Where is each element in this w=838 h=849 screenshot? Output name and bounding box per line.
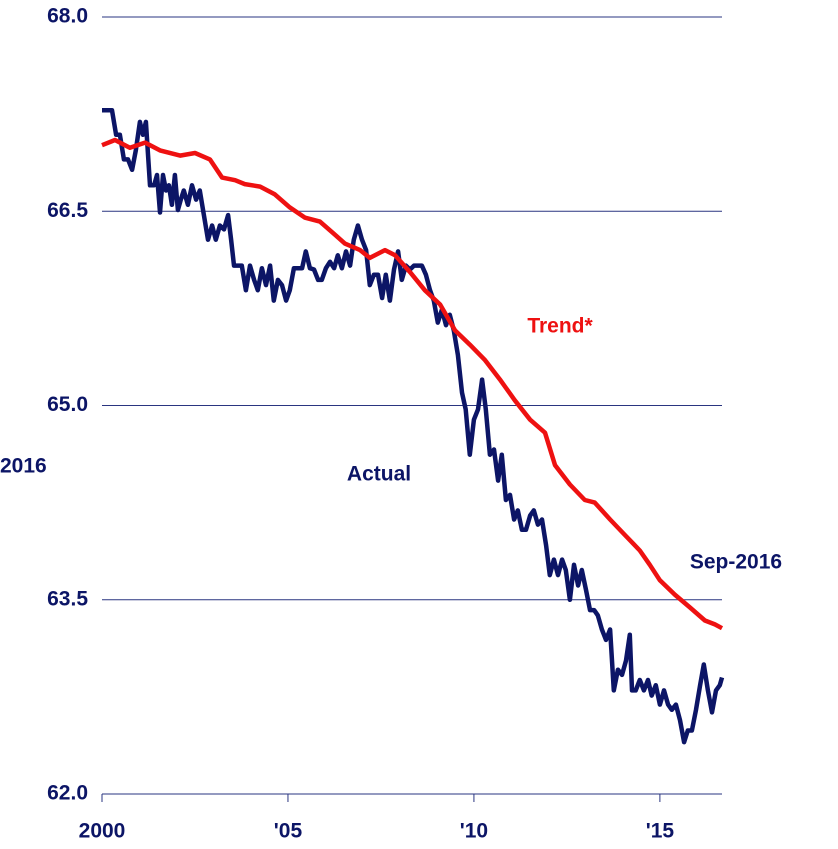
annotation: 2016 bbox=[0, 455, 47, 478]
y-tick-label: 62.0 bbox=[47, 782, 88, 805]
line-series bbox=[102, 107, 725, 745]
y-tick-label: 66.5 bbox=[47, 199, 88, 222]
plot: 62.0 63.5 65.0 66.5 68.0 2000 '05 '10 '15 bbox=[47, 5, 725, 843]
y-tick-label: 65.0 bbox=[47, 393, 88, 416]
x-tick-label: '10 bbox=[460, 820, 488, 843]
y-tick-label: 68.0 bbox=[47, 5, 88, 28]
x-tick-label: '05 bbox=[274, 820, 303, 843]
annotation: Actual bbox=[347, 463, 411, 486]
annotation: Trend* bbox=[527, 315, 593, 338]
x-tick-label: 2000 bbox=[79, 820, 126, 843]
line-series bbox=[101, 137, 724, 631]
annotation: Sep-2016 bbox=[690, 551, 782, 574]
y-tick-label: 63.5 bbox=[47, 587, 88, 610]
x-tick-label: '15 bbox=[646, 820, 675, 843]
